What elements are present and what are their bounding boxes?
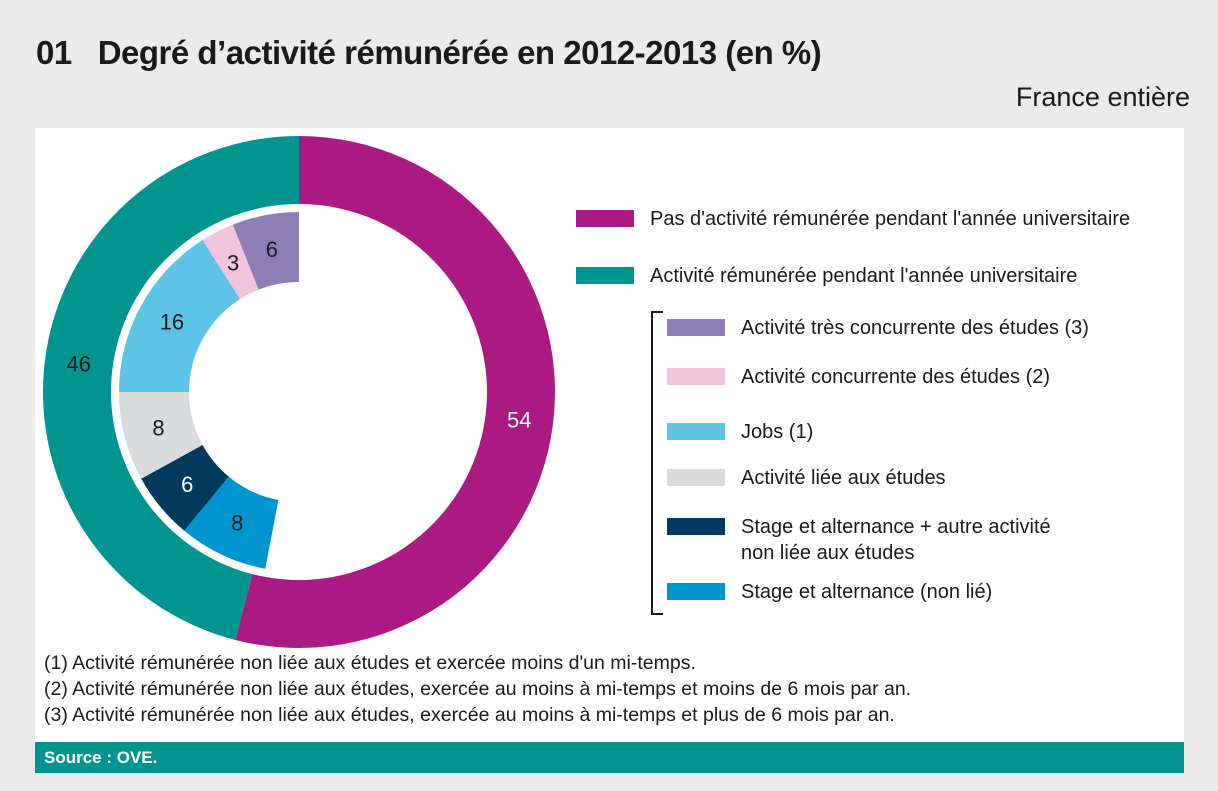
legend-item-related: Activité liée aux études — [667, 465, 946, 491]
legend-swatch-very-competing — [667, 319, 725, 336]
chart-title-text: Degré d’activité rémunérée en 2012-2013 … — [97, 34, 822, 71]
legend-item-very-competing: Activité très concurrente des études (3) — [667, 315, 1089, 341]
legend-swatch-internship-plus — [667, 518, 725, 535]
legend-item-jobs: Jobs (1) — [667, 419, 813, 445]
inner-value-label-activite-liee-aux-etudes: 8 — [152, 416, 164, 441]
legend-bracket — [651, 311, 663, 615]
legend-item-activity: Activité rémunérée pendant l'année unive… — [576, 263, 1077, 289]
footnote-2: (2) Activité rémunérée non liée aux étud… — [44, 678, 912, 700]
inner-value-label-activite-tres-concurrente-des-etudes-3: 6 — [266, 237, 278, 262]
chart-panel: 54 46 6 3 16 8 6 8 Pas d'activité rémunérée pen… — [35, 128, 1184, 773]
outer-slice-pas-d-activite-remuneree-pendant-l-annee — [235, 136, 556, 649]
legend-item-no-activity: Pas d'activité rémunérée pendant l'année… — [576, 206, 1130, 232]
legend-label-internship-plus: Stage et alternance + autre activité non… — [741, 516, 1051, 564]
legend-label-very-competing: Activité très concurrente des études (3) — [741, 317, 1089, 339]
footnote-3: (3) Activité rémunérée non liée aux étud… — [44, 704, 895, 726]
outer-value-label-activite-remuneree-pendant-l-annee-unive: 46 — [67, 352, 91, 377]
chart-title: 01 Degré d’activité rémunérée en 2012-201… — [36, 34, 822, 72]
inner-value-label-stage-et-alternance-non-lie: 8 — [231, 511, 243, 536]
legend-label-related: Activité liée aux études — [741, 467, 946, 489]
inner-value-label-activite-concurrente-des-etudes-2: 3 — [227, 250, 239, 275]
footnote-1: (1) Activité rémunérée non liée aux étud… — [44, 652, 696, 674]
outer-value-label-pas-d-activite-remuneree-pendant-l-annee: 54 — [507, 407, 531, 432]
legend-swatch-related — [667, 469, 725, 486]
legend-swatch-activity — [576, 267, 634, 284]
inner-slice-activite-liee-aux-etudes — [119, 392, 203, 479]
inner-value-label-stage-et-alternance-autre-activite-non-l: 6 — [181, 472, 193, 497]
footnotes: (1) Activité rémunérée non liée aux étud… — [44, 650, 911, 728]
legend-label-activity: Activité rémunérée pendant l'année unive… — [650, 265, 1078, 287]
inner-slice-activite-concurrente-des-etudes-2 — [202, 224, 259, 300]
legend-swatch-internship — [667, 583, 725, 600]
chart-number: 01 — [36, 34, 72, 71]
inner-slice-stage-et-alternance-autre-activite-non-l — [141, 444, 229, 531]
legend-label-no-activity: Pas d'activité rémunérée pendant l'année… — [650, 208, 1131, 230]
inner-slice-jobs-1 — [119, 240, 241, 392]
inner-slice-activite-tres-concurrente-des-etudes-3 — [232, 212, 299, 290]
chart-scope: France entière — [1015, 82, 1190, 112]
legend-item-internship-plus: Stage et alternance + autre activité non… — [667, 514, 1051, 566]
legend-item-internship: Stage et alternance (non lié) — [667, 579, 992, 605]
legend-label-internship: Stage et alternance (non lié) — [741, 581, 993, 603]
donut-chart: 54 46 6 3 16 8 6 8 — [43, 136, 556, 649]
outer-slice-activite-remuneree-pendant-l-annee-unive — [43, 136, 299, 640]
legend-label-jobs: Jobs (1) — [741, 421, 814, 443]
legend-label-competing: Activité concurrente des études (2) — [741, 366, 1051, 388]
source-bar: Source : OVE. — [35, 742, 1184, 773]
legend-swatch-competing — [667, 368, 725, 385]
legend-swatch-no-activity — [576, 210, 634, 227]
legend-swatch-jobs — [667, 423, 725, 440]
inner-slice-stage-et-alternance-non-lie — [184, 476, 279, 569]
inner-value-label-jobs-1: 16 — [160, 310, 184, 335]
legend-item-competing: Activité concurrente des études (2) — [667, 364, 1050, 390]
